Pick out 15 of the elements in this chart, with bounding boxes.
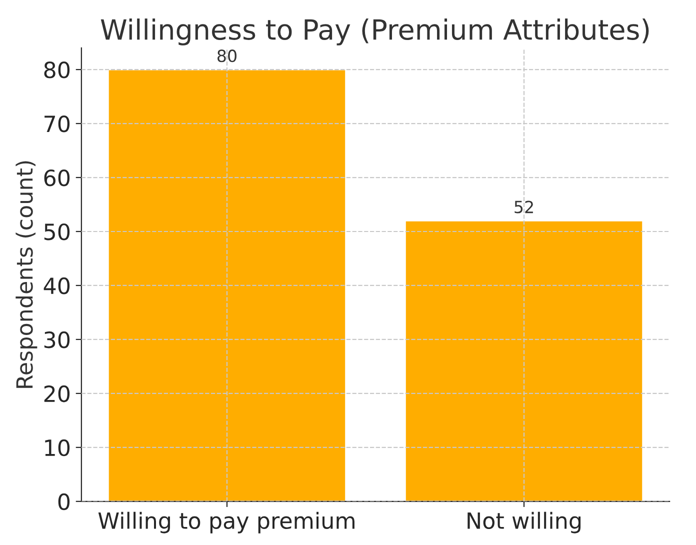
y-tick-label: 30 — [44, 331, 70, 348]
x-tick-label: Willing to pay premium — [98, 512, 354, 534]
data-label: 80 — [218, 50, 236, 62]
x-tick-label: Not willing — [468, 512, 581, 534]
y-tick-label: 50 — [44, 223, 70, 240]
y-tick-label: 60 — [44, 169, 70, 186]
y-tick-label: 0 — [58, 493, 70, 510]
y-tick-label: 10 — [45, 439, 70, 456]
y-tick-label: 20 — [44, 385, 70, 402]
data-label: 52 — [514, 200, 533, 214]
y-tick-label: 80 — [44, 62, 70, 78]
y-tick-label: 70 — [44, 115, 70, 132]
y-tick-label: 40 — [44, 277, 70, 294]
y-axis-title: Respondents (count) — [16, 161, 38, 388]
chart-title: Willingness to Pay (Premium Attributes) — [100, 18, 649, 46]
